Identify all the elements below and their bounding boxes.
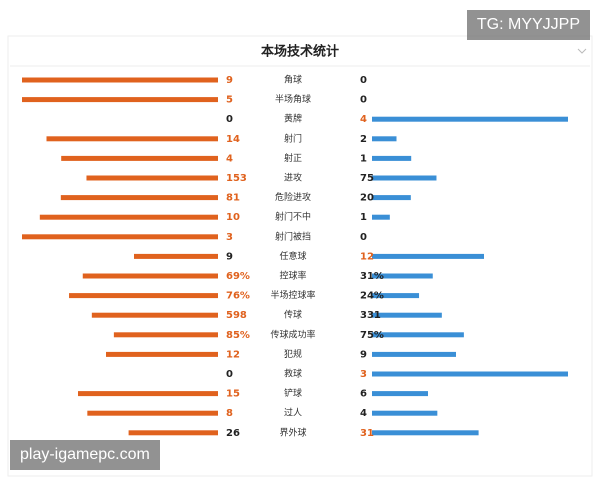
home-value: 9 — [226, 251, 233, 262]
away-bar — [372, 273, 433, 279]
home-value: 26 — [226, 428, 240, 439]
watermark: TG: MYYJJPP — [466, 10, 590, 40]
home-bar — [134, 253, 218, 259]
home-value: 3 — [226, 232, 233, 243]
away-value: 1 — [360, 153, 367, 164]
away-value: 1 — [360, 212, 367, 223]
stat-label: 射门不中 — [275, 211, 311, 223]
home-value: 5 — [226, 95, 233, 106]
home-value: 76% — [226, 291, 250, 302]
home-bar — [82, 273, 218, 279]
home-bar — [87, 410, 218, 416]
home-value: 15 — [226, 389, 240, 400]
home-bar — [46, 136, 218, 142]
away-bar — [372, 293, 420, 299]
panel-frame — [7, 35, 593, 477]
away-bar — [372, 371, 568, 377]
home-bar — [22, 234, 218, 240]
away-bar — [372, 430, 479, 436]
home-bar — [60, 195, 218, 201]
home-value: 10 — [226, 212, 240, 223]
away-value: 31 — [360, 428, 374, 439]
home-value: 0 — [226, 114, 233, 125]
stat-label: 救球 — [284, 368, 302, 380]
home-bar — [39, 214, 219, 220]
stat-label: 射门被挡 — [275, 230, 311, 242]
watermark: play-igamepc.com — [10, 440, 160, 470]
home-value: 69% — [226, 271, 250, 282]
collapse-icon[interactable] — [577, 48, 587, 54]
away-value: 31% — [360, 271, 384, 282]
away-bar — [372, 332, 464, 338]
stat-label: 过人 — [284, 407, 302, 419]
away-bar — [372, 175, 437, 181]
home-value: 85% — [226, 330, 250, 341]
away-value: 4 — [360, 114, 367, 125]
home-bar — [91, 312, 218, 318]
away-bar — [372, 195, 411, 201]
away-bar — [372, 391, 428, 397]
stat-label: 任意球 — [279, 250, 306, 262]
away-value: 0 — [360, 232, 367, 243]
home-bar — [113, 332, 218, 338]
home-value: 12 — [226, 349, 240, 360]
home-value: 153 — [226, 173, 247, 184]
stat-label: 半场控球率 — [270, 289, 315, 301]
away-bar — [372, 116, 568, 122]
away-value: 331 — [360, 310, 381, 321]
title: 本场技术统计 — [261, 44, 339, 60]
stat-label: 射门 — [284, 132, 302, 144]
away-value: 12 — [360, 251, 374, 262]
away-value: 6 — [360, 389, 367, 400]
home-bar — [78, 391, 218, 397]
home-value: 0 — [226, 369, 233, 380]
home-value: 14 — [226, 134, 240, 145]
away-value: 2 — [360, 134, 367, 145]
home-bar — [69, 293, 218, 299]
home-value: 4 — [226, 153, 233, 164]
home-bar — [22, 77, 218, 83]
home-bar — [61, 155, 219, 161]
away-bar — [372, 351, 456, 357]
stat-label: 角球 — [284, 74, 302, 86]
stat-label: 半场角球 — [275, 93, 311, 105]
away-bar — [372, 155, 412, 161]
away-bar — [372, 136, 397, 142]
away-value: 4 — [360, 408, 367, 419]
away-value: 75% — [360, 330, 384, 341]
away-value: 24% — [360, 291, 384, 302]
home-value: 9 — [226, 75, 233, 86]
away-value: 0 — [360, 95, 367, 106]
home-value: 8 — [226, 408, 233, 419]
away-value: 9 — [360, 349, 367, 360]
away-bar — [372, 410, 438, 416]
home-bar — [128, 430, 218, 436]
stat-label: 控球率 — [279, 270, 306, 282]
away-value: 3 — [360, 369, 367, 380]
away-bar — [372, 312, 442, 318]
stat-label: 进攻 — [284, 172, 302, 184]
home-bar — [22, 97, 218, 103]
away-value: 75 — [360, 173, 374, 184]
stat-label: 传球成功率 — [270, 328, 315, 340]
stat-label: 传球 — [284, 309, 302, 321]
stat-label: 射正 — [284, 152, 302, 164]
stat-label: 危险进攻 — [275, 191, 311, 203]
away-bar — [372, 214, 390, 220]
home-value: 81 — [226, 193, 240, 204]
stat-label: 犯规 — [284, 349, 302, 360]
stat-label: 铲球 — [284, 387, 302, 399]
stat-label: 界外球 — [279, 426, 306, 438]
away-value: 0 — [360, 75, 367, 86]
away-bar — [372, 253, 484, 259]
home-bar — [106, 351, 218, 357]
stat-label: 黄牌 — [284, 113, 302, 125]
home-bar — [86, 175, 218, 181]
home-value: 598 — [226, 310, 247, 321]
away-value: 20 — [360, 193, 374, 204]
